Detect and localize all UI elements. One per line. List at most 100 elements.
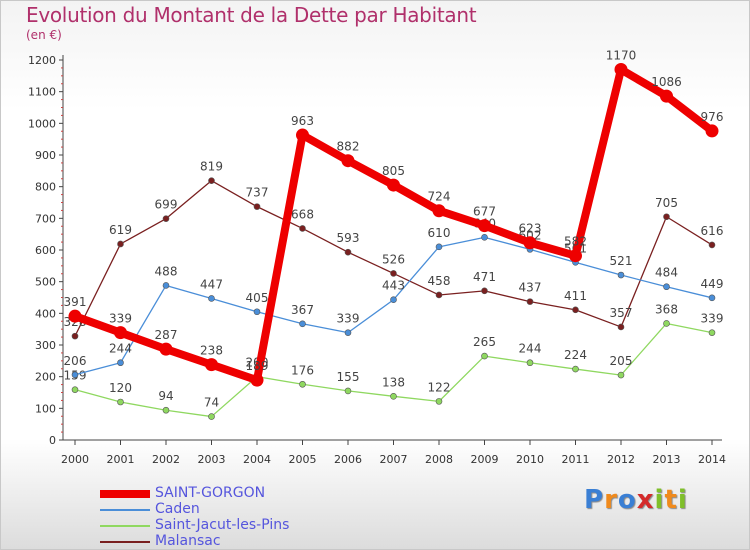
data-point [71, 371, 79, 379]
logo-letter: t [664, 485, 678, 515]
data-point [569, 249, 582, 263]
data-label: 447 [200, 277, 223, 291]
data-point [481, 352, 488, 360]
logo-letter: o [617, 485, 637, 515]
data-label: 437 [519, 281, 542, 295]
y-tick-label: 700 [35, 212, 56, 225]
y-tick-label: 800 [35, 181, 56, 194]
data-label: 224 [564, 348, 587, 362]
data-point [162, 215, 170, 222]
data-point [253, 308, 261, 316]
data-label: 705 [655, 196, 678, 210]
data-point [708, 329, 716, 336]
data-label: 724 [428, 190, 451, 204]
data-label: 357 [610, 306, 633, 320]
data-point [208, 177, 215, 184]
data-point [208, 413, 215, 420]
data-label: 819 [200, 160, 223, 174]
logo-letter: x [636, 485, 655, 515]
data-label: 521 [610, 254, 633, 268]
data-label: 619 [109, 223, 132, 237]
data-label: 1086 [651, 75, 682, 89]
data-point [663, 213, 670, 221]
legend-swatch [100, 541, 150, 543]
data-label: 244 [519, 342, 542, 356]
data-point [390, 270, 397, 277]
data-point [478, 219, 491, 233]
legend-label: SAINT-GORGON [155, 485, 266, 501]
data-point [299, 320, 306, 328]
data-point [344, 387, 352, 395]
chart-unit: (en €) [26, 28, 62, 42]
data-label: 443 [382, 279, 405, 293]
data-point [617, 271, 625, 279]
data-label: 155 [337, 370, 360, 384]
y-tick-label: 400 [35, 307, 56, 320]
data-point [614, 63, 628, 76]
y-tick-label: 300 [35, 339, 56, 352]
data-point [663, 283, 670, 291]
data-label: 484 [655, 266, 678, 280]
data-point [660, 89, 673, 103]
data-point [435, 243, 443, 251]
data-point [299, 380, 306, 388]
data-label: 805 [382, 164, 405, 178]
x-tick-label: 2011 [562, 453, 590, 466]
data-label: 367 [291, 303, 314, 317]
data-point [344, 329, 352, 336]
data-point [390, 392, 397, 400]
data-point [708, 294, 716, 302]
proxiti-logo: Proxiti [584, 485, 688, 515]
data-point [159, 342, 173, 356]
data-point [341, 154, 355, 168]
data-point [617, 371, 625, 379]
data-point [663, 320, 670, 327]
data-point [253, 203, 261, 210]
data-label: 94 [158, 389, 173, 403]
data-point [523, 236, 537, 250]
data-label: 391 [64, 295, 87, 309]
data-point [162, 282, 170, 289]
y-tick-label: 1200 [28, 54, 56, 67]
x-tick-label: 2014 [698, 453, 726, 466]
data-point [705, 124, 719, 138]
data-point [71, 386, 79, 393]
x-tick-label: 2005 [289, 453, 317, 466]
data-label: 449 [701, 277, 724, 291]
data-point [299, 225, 306, 232]
data-label: 205 [610, 354, 633, 368]
data-point [250, 373, 264, 387]
logo-letter: r [604, 485, 618, 515]
data-label: 471 [473, 270, 496, 284]
data-point [205, 358, 218, 372]
data-label: 206 [64, 354, 87, 368]
data-point [344, 248, 352, 256]
data-point [481, 234, 488, 241]
data-label: 189 [246, 359, 269, 373]
data-point [435, 291, 443, 299]
data-point [435, 398, 443, 405]
legend-label: Saint-Jacut-les-Pins [155, 517, 290, 533]
data-point [708, 241, 716, 249]
data-point [162, 406, 170, 414]
data-label: 176 [291, 363, 314, 377]
data-label: 74 [204, 396, 219, 410]
data-point [526, 359, 534, 367]
data-label: 287 [155, 328, 178, 342]
x-tick-label: 2000 [61, 453, 89, 466]
x-tick-label: 2001 [107, 453, 135, 466]
data-label: 677 [473, 205, 496, 219]
logo-letter: P [584, 485, 605, 515]
x-tick-label: 2003 [198, 453, 226, 466]
data-point [208, 295, 215, 302]
data-point [71, 332, 79, 340]
x-tick-label: 2013 [653, 453, 681, 466]
x-tick-label: 2008 [425, 453, 453, 466]
data-label: 1170 [606, 49, 637, 63]
data-label: 122 [428, 380, 451, 394]
x-tick-label: 2007 [380, 453, 408, 466]
x-tick-label: 2010 [516, 453, 544, 466]
data-label: 339 [109, 312, 132, 326]
